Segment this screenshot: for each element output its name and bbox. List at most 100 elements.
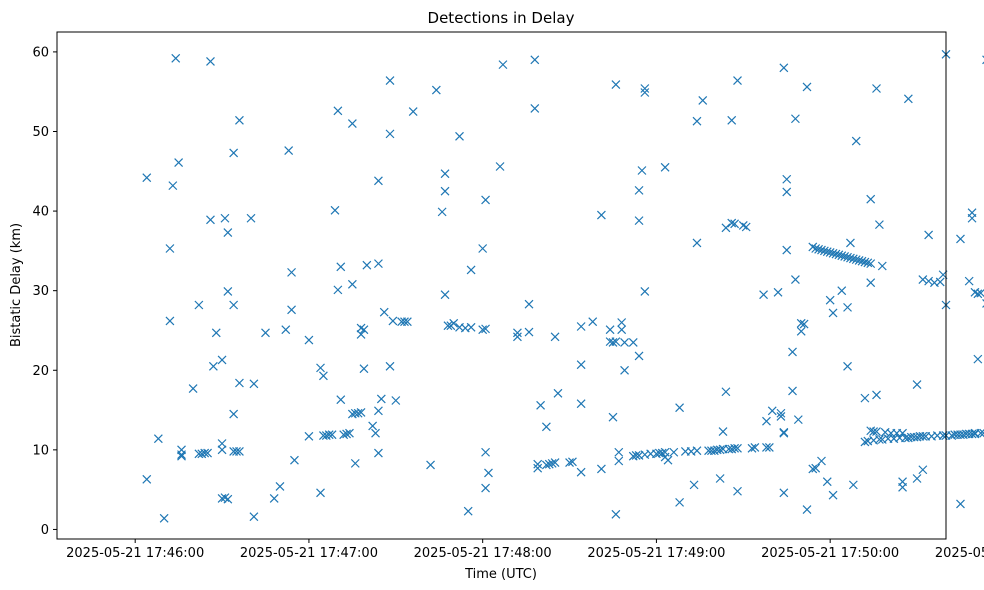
data-point-x-marker: [347, 279, 357, 289]
data-point-x-marker: [541, 460, 551, 470]
data-point-x-marker: [376, 394, 386, 404]
data-point-x-marker: [976, 288, 984, 298]
data-point-x-marker: [808, 464, 818, 474]
data-point-x-marker: [837, 251, 847, 261]
data-point-x-marker: [217, 445, 227, 455]
data-point-x-marker: [779, 488, 789, 498]
data-point-x-marker: [614, 456, 624, 466]
data-point-x-marker: [342, 429, 352, 439]
data-point-x-marker: [733, 486, 742, 496]
data-point-x-marker: [194, 300, 204, 310]
data-point-x-marker: [617, 325, 627, 335]
y-tick-label: 40: [32, 205, 49, 220]
data-point-x-marker: [235, 447, 244, 456]
data-point-x-marker: [165, 244, 175, 253]
chart-title: Detections in Delay: [428, 9, 575, 27]
data-point-x-marker: [385, 76, 395, 85]
data-point-x-marker: [721, 223, 731, 233]
data-point-x-marker: [640, 84, 650, 93]
y-tick-label: 30: [32, 284, 49, 299]
plot-frame: [56, 31, 947, 540]
data-points: [142, 49, 984, 523]
data-point-x-marker: [718, 427, 728, 436]
data-point-x-marker: [200, 448, 210, 458]
data-point-x-marker: [872, 427, 881, 436]
data-point-x-marker: [773, 287, 783, 297]
data-point-x-marker: [872, 390, 881, 400]
data-point-x-marker: [481, 447, 490, 457]
data-point-x-marker: [374, 448, 383, 458]
data-point-x-marker: [956, 499, 965, 509]
data-point-x-marker: [513, 328, 522, 338]
data-point-x-marker: [918, 275, 928, 284]
data-point-x-marker: [565, 458, 574, 468]
data-point-x-marker: [426, 460, 435, 470]
data-point-x-marker: [973, 289, 983, 299]
data-point-x-marker: [165, 316, 175, 326]
data-point-x-marker: [440, 290, 450, 300]
data-point-x-marker: [866, 259, 876, 269]
data-point-x-marker: [385, 361, 395, 371]
data-point-x-marker: [828, 248, 838, 258]
data-point-x-marker: [866, 278, 876, 288]
data-point-x-marker: [463, 506, 473, 516]
data-point-x-marker: [385, 129, 395, 139]
data-point-x-marker: [350, 458, 360, 468]
data-point-x-marker: [359, 364, 369, 374]
data-point-x-marker: [811, 244, 821, 253]
data-point-x-marker: [576, 322, 586, 331]
data-point-x-marker: [692, 446, 702, 456]
data-point-x-marker: [440, 186, 450, 196]
data-point-x-marker: [640, 287, 650, 296]
data-point-x-marker: [843, 252, 852, 262]
data-point-x-marker: [863, 258, 873, 268]
data-point-x-marker: [347, 119, 357, 128]
data-point-x-marker: [443, 321, 453, 331]
data-point-x-marker: [229, 300, 239, 310]
data-point-x-marker: [336, 262, 346, 272]
data-point-x-marker: [203, 448, 213, 458]
data-point-x-marker: [634, 185, 644, 195]
data-point-x-marker: [246, 213, 256, 223]
data-point-x-marker: [576, 467, 586, 477]
data-point-x-marker: [171, 53, 181, 63]
data-point-x-marker: [455, 131, 464, 141]
data-point-x-marker: [828, 308, 838, 318]
data-point-x-marker: [759, 290, 768, 300]
data-point-x-marker: [715, 445, 725, 455]
data-point-x-marker: [249, 512, 259, 522]
data-point-x-marker: [333, 285, 343, 295]
data-point-x-marker: [208, 361, 218, 371]
data-point-x-marker: [550, 332, 560, 342]
data-point-x-marker: [261, 328, 270, 338]
data-point-x-marker: [437, 207, 447, 217]
data-point-x-marker: [776, 408, 786, 418]
data-point-x-marker: [304, 431, 314, 441]
data-point-x-marker: [779, 63, 789, 73]
data-point-x-marker: [481, 195, 490, 205]
data-point-x-marker: [617, 318, 627, 327]
data-point-x-marker: [318, 371, 328, 381]
data-point-x-marker: [576, 360, 586, 370]
data-point-x-marker: [634, 351, 644, 361]
data-point-x-marker: [388, 316, 398, 326]
data-point-x-marker: [544, 459, 554, 469]
data-point-x-marker: [524, 327, 534, 337]
data-point-x-marker: [822, 247, 832, 257]
data-point-x-marker: [657, 448, 667, 458]
data-point-x-marker: [733, 443, 742, 453]
data-point-x-marker: [223, 228, 233, 237]
data-point-x-marker: [967, 429, 977, 439]
data-point-x-marker: [802, 82, 812, 92]
data-point-x-marker: [232, 447, 241, 456]
data-point-x-marker: [935, 277, 945, 287]
data-point-x-marker: [918, 465, 928, 475]
data-point-x-marker: [767, 406, 777, 416]
data-point-x-marker: [831, 249, 841, 259]
data-point-x-marker: [287, 305, 296, 315]
data-point-x-marker: [498, 60, 508, 70]
data-point-x-marker: [495, 162, 505, 171]
data-point-x-marker: [782, 187, 792, 197]
data-point-x-marker: [235, 378, 244, 388]
data-point-x-marker: [541, 422, 551, 432]
